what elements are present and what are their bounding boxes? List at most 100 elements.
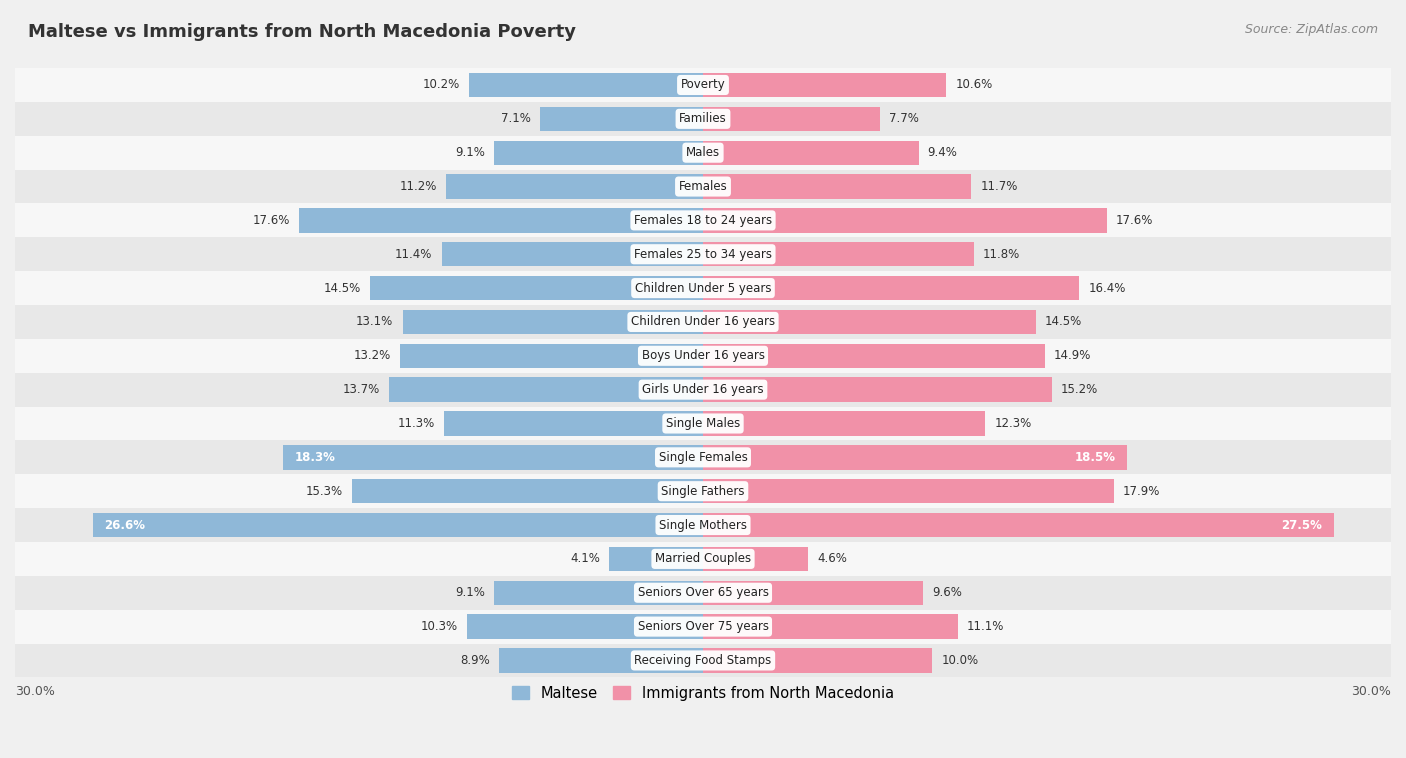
Text: Females 18 to 24 years: Females 18 to 24 years (634, 214, 772, 227)
Text: 10.0%: 10.0% (942, 654, 979, 667)
Text: Single Females: Single Females (658, 451, 748, 464)
Bar (370, 276, 703, 300)
Bar (15, 68, 1391, 102)
Bar (15, 508, 1391, 542)
Bar (352, 479, 703, 503)
Text: Poverty: Poverty (681, 79, 725, 92)
Text: 17.6%: 17.6% (1116, 214, 1153, 227)
Bar (15, 475, 1391, 508)
Bar (703, 208, 1107, 233)
Text: Seniors Over 75 years: Seniors Over 75 years (637, 620, 769, 633)
Bar (15, 203, 1391, 237)
Text: 11.2%: 11.2% (399, 180, 437, 193)
Text: 15.2%: 15.2% (1060, 383, 1098, 396)
Bar (15, 542, 1391, 576)
Bar (495, 581, 703, 605)
Bar (446, 174, 703, 199)
Text: 9.1%: 9.1% (456, 586, 485, 600)
Text: 17.9%: 17.9% (1122, 484, 1160, 498)
Bar (402, 310, 703, 334)
Bar (703, 343, 1045, 368)
Bar (703, 547, 808, 571)
Bar (703, 276, 1080, 300)
Text: Single Mothers: Single Mothers (659, 518, 747, 531)
Text: 13.2%: 13.2% (354, 349, 391, 362)
Text: 15.3%: 15.3% (307, 484, 343, 498)
Text: 12.3%: 12.3% (994, 417, 1032, 430)
Bar (703, 513, 1334, 537)
Text: 13.7%: 13.7% (343, 383, 380, 396)
Bar (703, 412, 986, 436)
Bar (444, 412, 703, 436)
Text: 11.4%: 11.4% (395, 248, 433, 261)
Bar (299, 208, 703, 233)
Text: Families: Families (679, 112, 727, 125)
Bar (703, 581, 924, 605)
Bar (441, 242, 703, 266)
Text: 27.5%: 27.5% (1281, 518, 1322, 531)
Text: Maltese vs Immigrants from North Macedonia Poverty: Maltese vs Immigrants from North Macedon… (28, 23, 576, 41)
Bar (703, 377, 1052, 402)
Text: 30.0%: 30.0% (15, 684, 55, 697)
Text: 9.6%: 9.6% (932, 586, 962, 600)
Text: 26.6%: 26.6% (104, 518, 145, 531)
Text: 10.2%: 10.2% (423, 79, 460, 92)
Bar (93, 513, 703, 537)
Text: 14.9%: 14.9% (1054, 349, 1091, 362)
Bar (703, 310, 1036, 334)
Text: 30.0%: 30.0% (1351, 684, 1391, 697)
Text: 4.6%: 4.6% (818, 553, 848, 565)
Text: 8.9%: 8.9% (460, 654, 489, 667)
Bar (15, 102, 1391, 136)
Text: 18.3%: 18.3% (295, 451, 336, 464)
Text: 7.1%: 7.1% (501, 112, 531, 125)
Text: 9.1%: 9.1% (456, 146, 485, 159)
Bar (15, 170, 1391, 203)
Text: 9.4%: 9.4% (928, 146, 957, 159)
Text: Receiving Food Stamps: Receiving Food Stamps (634, 654, 772, 667)
Bar (495, 140, 703, 165)
Text: Married Couples: Married Couples (655, 553, 751, 565)
Text: 10.6%: 10.6% (955, 79, 993, 92)
Text: Single Fathers: Single Fathers (661, 484, 745, 498)
Bar (499, 648, 703, 672)
Bar (470, 73, 703, 97)
Bar (467, 615, 703, 639)
Bar (703, 174, 972, 199)
Text: 14.5%: 14.5% (323, 281, 361, 295)
Text: 11.7%: 11.7% (980, 180, 1018, 193)
Bar (703, 479, 1114, 503)
Bar (15, 271, 1391, 305)
Text: 17.6%: 17.6% (253, 214, 290, 227)
Bar (540, 107, 703, 131)
Bar (15, 576, 1391, 609)
Bar (15, 609, 1391, 644)
Text: 11.3%: 11.3% (398, 417, 434, 430)
Text: 10.3%: 10.3% (420, 620, 457, 633)
Text: Children Under 5 years: Children Under 5 years (634, 281, 772, 295)
Bar (15, 237, 1391, 271)
Bar (15, 373, 1391, 406)
Text: 16.4%: 16.4% (1088, 281, 1126, 295)
Text: Single Males: Single Males (666, 417, 740, 430)
Text: Seniors Over 65 years: Seniors Over 65 years (637, 586, 769, 600)
Bar (284, 445, 703, 469)
Text: 18.5%: 18.5% (1074, 451, 1116, 464)
Bar (703, 242, 973, 266)
Bar (401, 343, 703, 368)
Text: 4.1%: 4.1% (569, 553, 600, 565)
Text: Females: Females (679, 180, 727, 193)
Bar (703, 445, 1128, 469)
Bar (15, 136, 1391, 170)
Legend: Maltese, Immigrants from North Macedonia: Maltese, Immigrants from North Macedonia (506, 680, 900, 706)
Bar (389, 377, 703, 402)
Text: Males: Males (686, 146, 720, 159)
Bar (703, 615, 957, 639)
Bar (15, 305, 1391, 339)
Bar (703, 73, 946, 97)
Text: Girls Under 16 years: Girls Under 16 years (643, 383, 763, 396)
Bar (15, 644, 1391, 678)
Text: Boys Under 16 years: Boys Under 16 years (641, 349, 765, 362)
Text: 13.1%: 13.1% (356, 315, 394, 328)
Text: 14.5%: 14.5% (1045, 315, 1083, 328)
